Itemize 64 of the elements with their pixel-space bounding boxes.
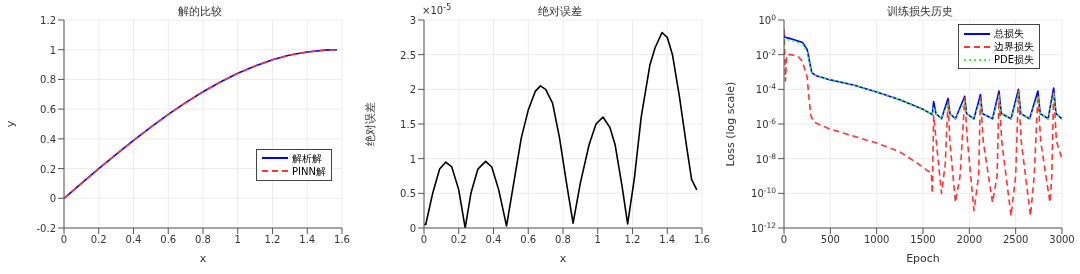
x-tick-label: 0 [420,234,428,246]
y-tick-label: 2.5 [400,49,416,61]
y-tick-label: 0 [409,223,416,234]
x-tick-label: 0 [60,234,68,246]
y-tick-label: 1 [409,153,416,165]
x-tick-label: 0.2 [90,234,107,246]
x-tick-label: 1 [234,234,241,246]
x-tick-label: 0.4 [485,234,502,246]
x-tick-label: 2000 [956,234,983,246]
y-tick-label: 10$^{-12}$ [751,220,777,234]
y-tick-label: 10$^{-10}$ [751,185,777,200]
x-tick-label: 1.2 [624,234,641,246]
x-tick-label: 0.8 [195,234,211,246]
x-tick-label: 0 [780,234,788,246]
x-tick-label: 2500 [1002,234,1029,246]
chart-title: 解的比较 [177,4,223,19]
chart-title: 绝对误差 [538,5,582,18]
x-tick-label: 0.4 [125,234,142,246]
y-tick-label: 0.8 [40,74,56,86]
x-tick-label: 1.4 [659,234,676,246]
y-tick-label: 10$^{-8}$ [755,151,777,165]
y-tick-label: 10$^{-4}$ [755,81,777,96]
chart-title: 训练损失历史 [886,4,954,19]
x-tick-label: 1.6 [694,234,710,246]
line-series [64,48,338,200]
x-tick-label: 1.2 [264,234,281,246]
x-tick-label: 0.8 [555,234,571,246]
y-tick-label: 1 [49,44,56,56]
y-tick-label: 10$^{-6}$ [755,116,777,130]
y-tick-label: 10$^{0}$ [758,12,777,26]
legend-label: 总损失 [993,27,1024,40]
y-tick-label: 3 [409,15,416,26]
y-tick-label: 1.5 [400,119,416,130]
x-tick-label: 3000 [1049,234,1075,246]
x-tick-label: 1000 [863,234,890,246]
x-tick-label: 1.4 [299,234,316,246]
y-axis-title: Loss (log scale) [723,81,737,167]
x-tick-label: 1500 [910,234,936,246]
y-tick-label: 0.5 [400,188,416,200]
x-axis-title: Epoch [906,252,940,265]
y-tick-label: -0.2 [36,223,56,234]
y-tick-label: 0 [49,193,56,205]
legend-label: PINN解 [292,164,326,178]
x-axis-title: x [199,252,207,265]
y-tick-label: 0.6 [40,104,56,116]
y-tick-label: 2 [409,84,416,96]
x-tick-label: 0.6 [520,234,537,246]
y-tick-label: 0.2 [40,163,56,175]
x-tick-label: 500 [820,234,840,246]
x-axis-title: x [559,252,567,265]
x-tick-label: 1.6 [334,234,350,246]
y-tick-label: 0.4 [40,133,56,145]
y-tick-label: 10$^{-2}$ [755,47,777,61]
legend-label: PDE损失 [993,53,1034,66]
y-tick-label: 1.2 [40,15,56,26]
y-axis-title: 绝对误差 [363,102,377,146]
y-axis-title: y [3,120,17,128]
text: ×10$^{-5}$ [422,2,452,17]
legend-label: 边界损失 [993,40,1034,53]
x-tick-label: 1 [594,234,601,246]
legend-label: 解析解 [292,151,323,165]
x-tick-label: 0.2 [450,234,467,246]
x-tick-label: 0.6 [160,234,177,246]
line-series [424,31,698,228]
